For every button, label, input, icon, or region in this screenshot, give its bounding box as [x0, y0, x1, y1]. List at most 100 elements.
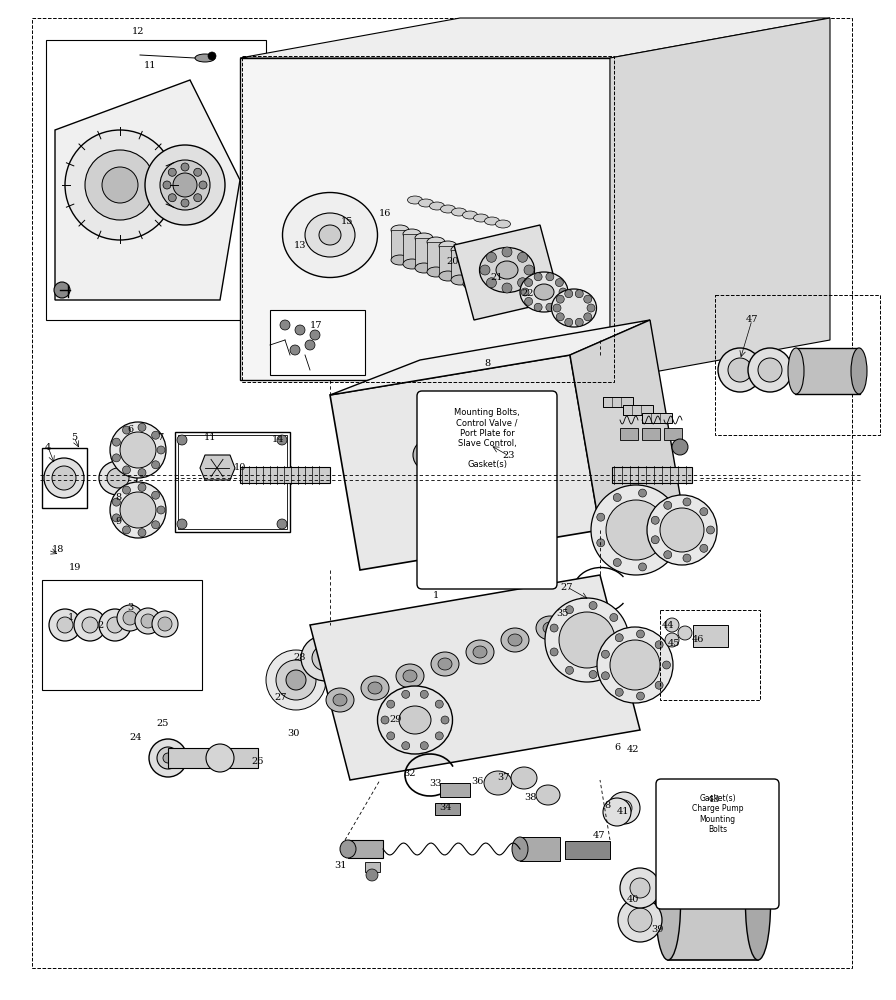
Ellipse shape: [340, 840, 356, 858]
Text: 11: 11: [203, 434, 216, 442]
Ellipse shape: [534, 284, 554, 300]
Ellipse shape: [368, 682, 382, 694]
Ellipse shape: [473, 646, 487, 658]
Ellipse shape: [312, 645, 340, 671]
Ellipse shape: [377, 686, 452, 754]
Bar: [242, 56, 614, 382]
Ellipse shape: [424, 446, 446, 464]
Ellipse shape: [163, 753, 173, 763]
Circle shape: [606, 500, 666, 560]
Text: 20: 20: [447, 256, 459, 265]
Text: 14: 14: [271, 436, 284, 444]
Bar: [168, 748, 258, 768]
Ellipse shape: [466, 640, 494, 664]
Circle shape: [550, 648, 558, 656]
Circle shape: [110, 422, 166, 478]
Circle shape: [138, 529, 146, 537]
Circle shape: [502, 247, 512, 257]
Ellipse shape: [333, 694, 347, 706]
Bar: [660, 610, 760, 700]
Ellipse shape: [458, 427, 502, 463]
Circle shape: [151, 521, 159, 529]
Circle shape: [664, 551, 672, 559]
Text: 24: 24: [130, 734, 142, 742]
Circle shape: [157, 506, 165, 514]
Circle shape: [277, 519, 287, 529]
Circle shape: [138, 423, 146, 431]
Circle shape: [584, 295, 591, 303]
Circle shape: [199, 181, 207, 189]
Text: Gasket(s)
Charge Pump
Mounting
Bolts: Gasket(s) Charge Pump Mounting Bolts: [692, 794, 744, 834]
Circle shape: [120, 432, 156, 468]
Ellipse shape: [99, 461, 137, 495]
Ellipse shape: [427, 237, 445, 247]
Circle shape: [177, 519, 187, 529]
Circle shape: [181, 163, 189, 171]
Circle shape: [110, 482, 166, 538]
Circle shape: [305, 340, 315, 350]
Circle shape: [565, 606, 573, 614]
Ellipse shape: [431, 652, 459, 676]
Circle shape: [518, 278, 528, 288]
Circle shape: [74, 609, 106, 641]
Text: 1: 1: [433, 590, 439, 599]
Ellipse shape: [429, 202, 444, 210]
Circle shape: [158, 617, 172, 631]
Text: 27: 27: [275, 692, 288, 702]
Circle shape: [584, 313, 591, 321]
Ellipse shape: [475, 283, 493, 293]
Circle shape: [556, 295, 564, 303]
Circle shape: [112, 438, 120, 446]
Circle shape: [194, 194, 202, 202]
Ellipse shape: [656, 850, 680, 960]
Text: 7: 7: [157, 432, 163, 442]
Circle shape: [564, 290, 573, 298]
Ellipse shape: [408, 196, 423, 204]
Circle shape: [117, 605, 143, 631]
Text: 35: 35: [556, 608, 568, 617]
Circle shape: [665, 633, 679, 647]
Circle shape: [556, 313, 564, 321]
Circle shape: [181, 199, 189, 207]
Text: 25: 25: [157, 720, 169, 728]
Ellipse shape: [512, 837, 528, 861]
Circle shape: [618, 636, 626, 644]
Circle shape: [435, 700, 444, 708]
Circle shape: [152, 611, 178, 637]
Circle shape: [138, 469, 146, 477]
Circle shape: [277, 435, 287, 445]
Bar: [693, 625, 728, 647]
Bar: [451, 250, 469, 280]
Text: 37: 37: [498, 774, 510, 782]
Circle shape: [597, 513, 605, 521]
Text: 2: 2: [97, 620, 103, 630]
Circle shape: [123, 526, 131, 534]
Ellipse shape: [462, 211, 478, 219]
Bar: [664, 428, 682, 440]
Circle shape: [610, 614, 618, 622]
Circle shape: [589, 670, 597, 678]
Bar: [715, 295, 880, 435]
Circle shape: [276, 660, 316, 700]
Circle shape: [487, 278, 496, 288]
Circle shape: [662, 661, 670, 669]
Bar: [240, 467, 330, 483]
Ellipse shape: [391, 225, 409, 235]
Text: 5: 5: [71, 432, 77, 442]
Circle shape: [603, 798, 631, 826]
Circle shape: [420, 742, 428, 750]
Circle shape: [145, 145, 225, 225]
Text: 28: 28: [294, 654, 306, 662]
Text: 47: 47: [745, 316, 758, 324]
Circle shape: [194, 168, 202, 176]
Circle shape: [401, 742, 409, 750]
Circle shape: [647, 495, 717, 565]
Text: 31: 31: [333, 860, 346, 869]
Circle shape: [112, 498, 120, 506]
Circle shape: [636, 630, 644, 638]
Ellipse shape: [520, 272, 568, 312]
Ellipse shape: [415, 263, 433, 273]
Circle shape: [524, 265, 534, 275]
Ellipse shape: [496, 261, 518, 279]
Circle shape: [616, 634, 624, 642]
